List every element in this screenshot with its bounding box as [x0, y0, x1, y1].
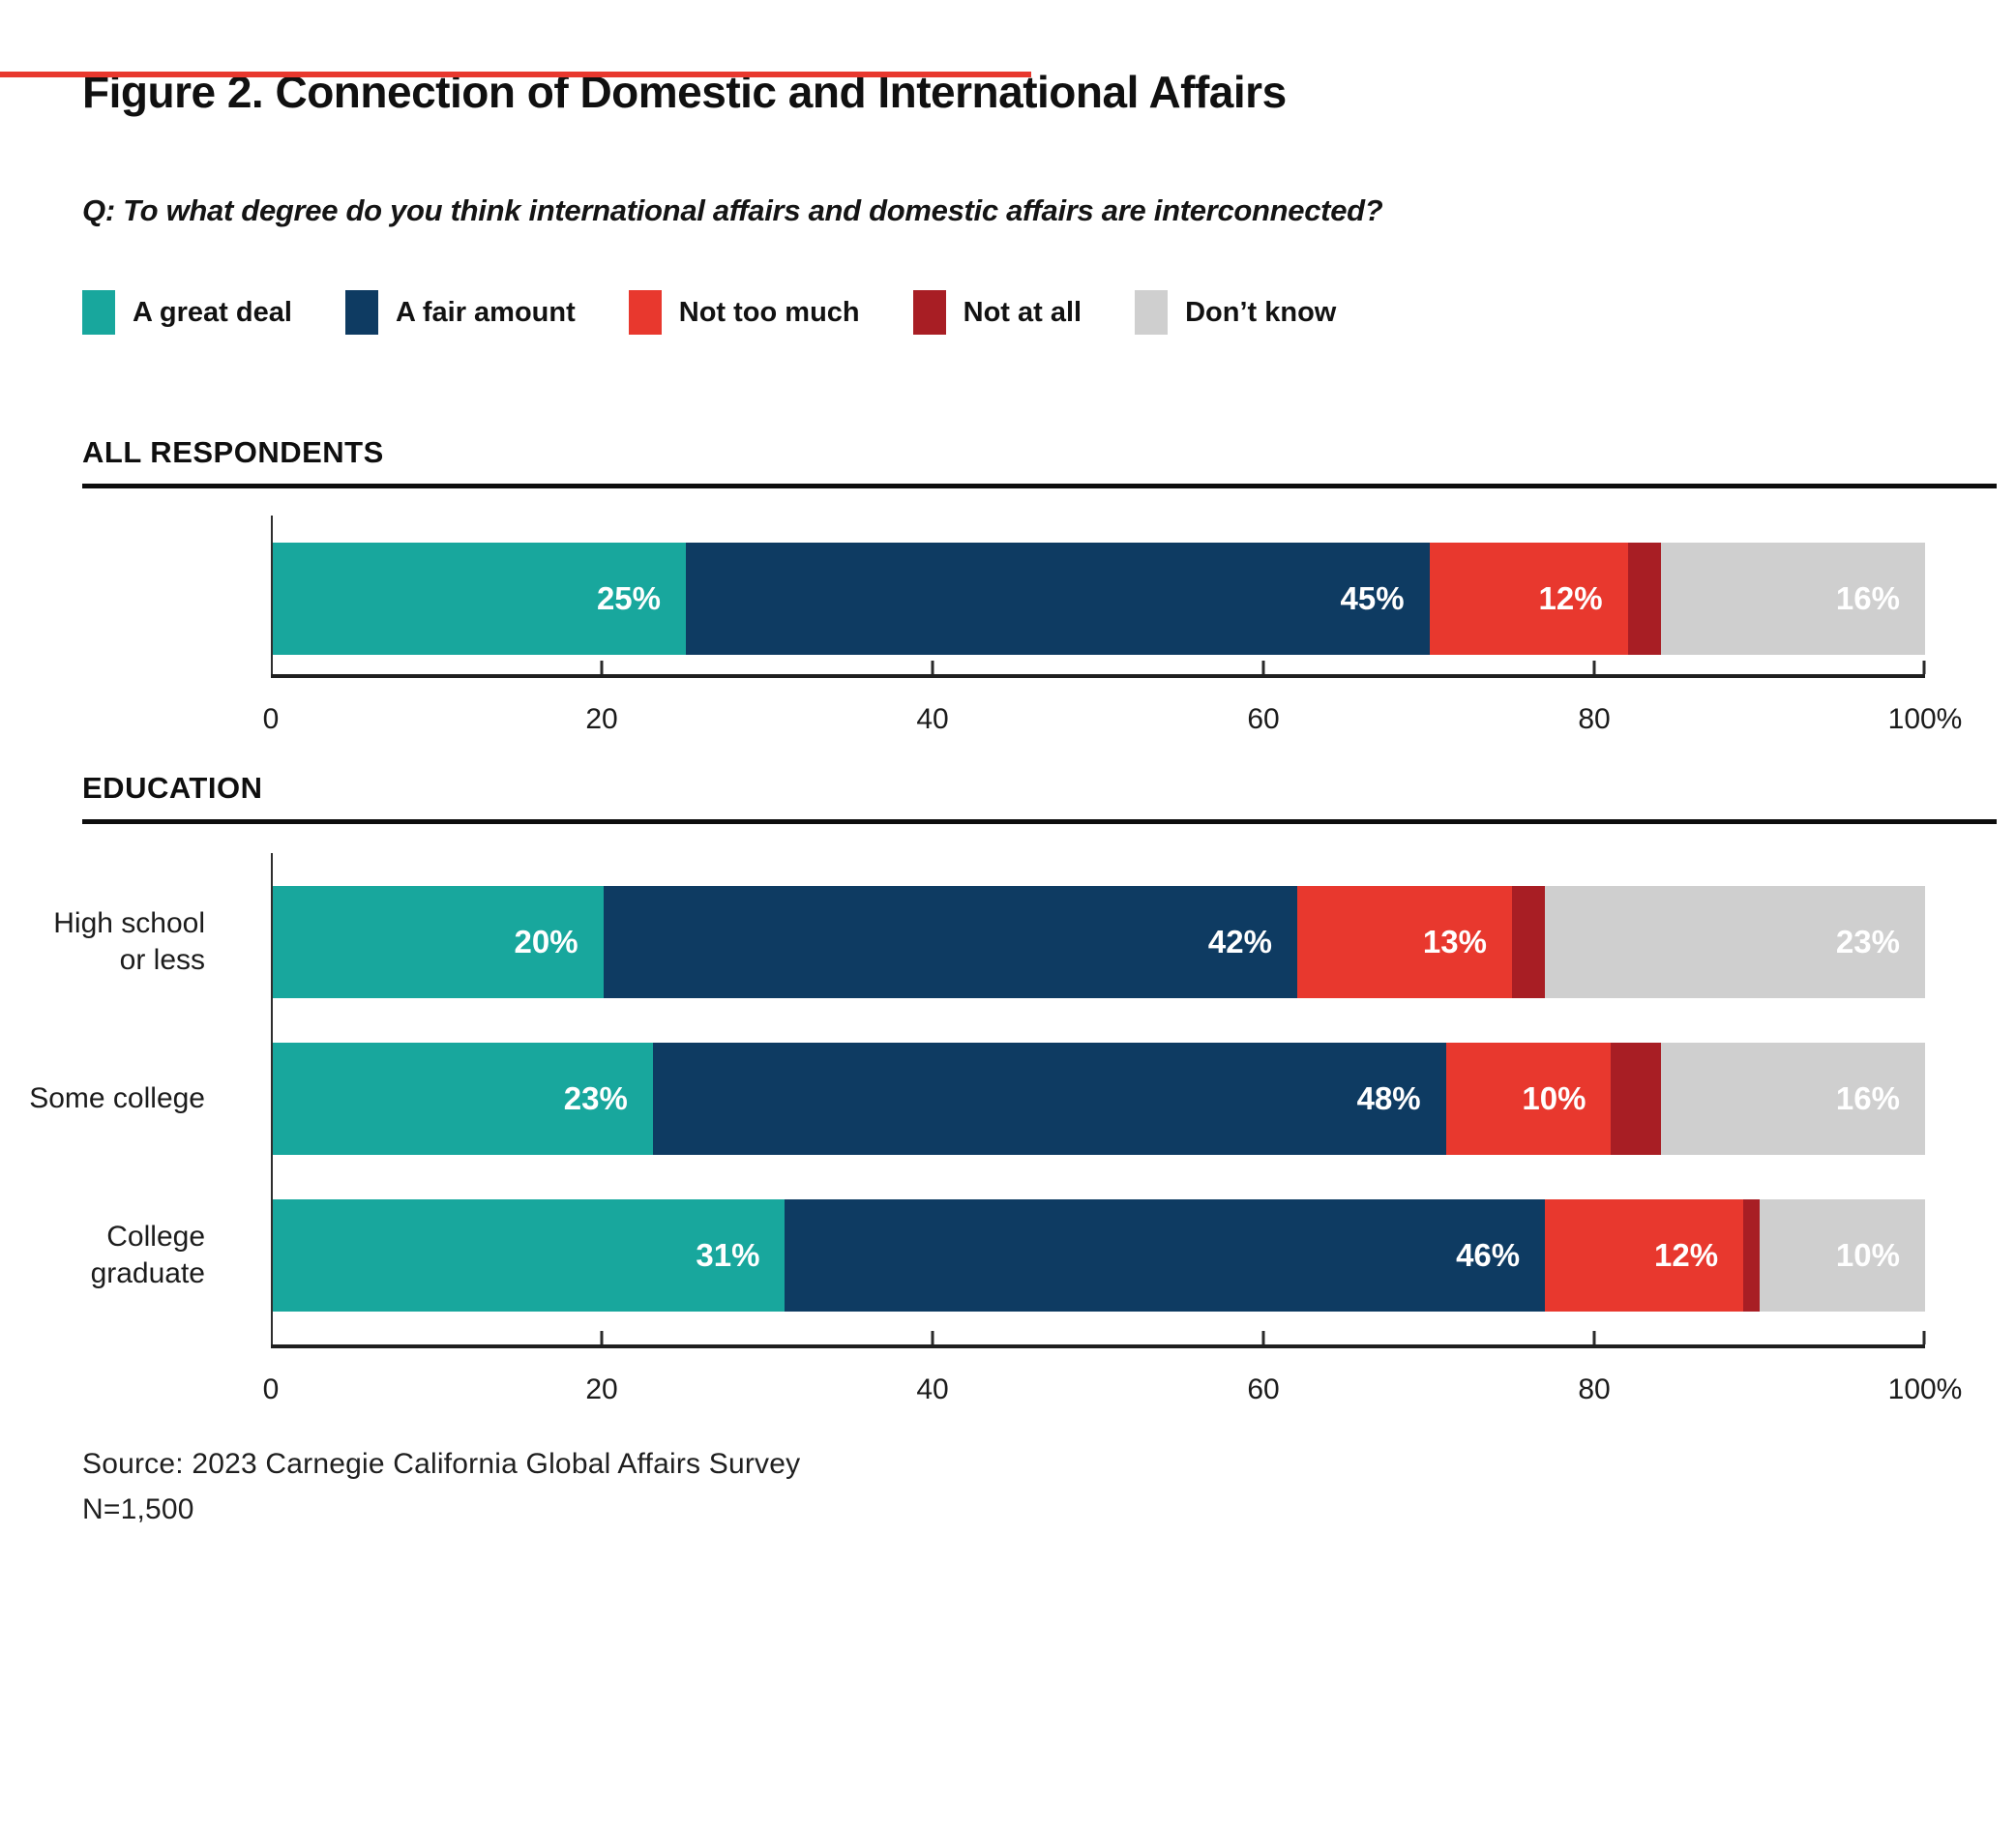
bar-segment-label: 16%	[1835, 1080, 1900, 1116]
bar-segment: 13%	[1296, 886, 1512, 998]
axis-tick	[1592, 1331, 1596, 1344]
bar-row: 25% 45% 12% 16%	[273, 543, 1925, 655]
axis-tick	[931, 1331, 934, 1344]
legend-swatch	[1135, 290, 1169, 335]
axis-tick	[1922, 661, 1926, 674]
bar-segment-label: 23%	[563, 1080, 628, 1116]
bar-segment: 23%	[1545, 886, 1925, 998]
legend: A great deal A fair amount Not too much Not…	[82, 290, 1977, 335]
source-note: Source: 2023 Carnegie California Global …	[82, 1441, 1977, 1532]
survey-question: Q: To what degree do you think internati…	[82, 193, 1383, 227]
bar-row: Some college 23% 48% 10% 16%	[29, 1043, 1925, 1155]
bar-segment-label: 12%	[1654, 1237, 1719, 1273]
bar-segment-label: 12%	[1538, 580, 1603, 616]
bar-segment	[1611, 1043, 1661, 1155]
bar-segment: 16%	[1660, 1043, 1925, 1155]
row-label: Some college	[29, 1082, 205, 1114]
figure-content: Figure 2. Connection of Domestic and Int…	[0, 66, 1997, 1532]
bar-segment: 12%	[1429, 543, 1628, 655]
bars-box: High school or less 20% 42% 13% 23% Some colle…	[29, 853, 1925, 1344]
axis-tick-label: 80	[1578, 1373, 1611, 1405]
legend-swatch	[912, 290, 946, 335]
bar-segment	[1511, 886, 1546, 998]
axis-tick	[1922, 1331, 1926, 1344]
axis-tick	[931, 661, 934, 674]
bar-segment-label: 20%	[514, 924, 578, 959]
bar-row: High school or less 20% 42% 13% 23%	[53, 886, 1925, 998]
bar-segment: 42%	[603, 886, 1297, 998]
bar-segment-label: 46%	[1456, 1237, 1521, 1273]
axis-tick-label: 0	[262, 1373, 280, 1405]
source-text: Source: 2023 Carnegie California Global …	[82, 1448, 801, 1480]
bar-segment: 23%	[273, 1043, 653, 1155]
axis-tick	[1261, 1331, 1265, 1344]
legend-swatch	[628, 290, 662, 335]
sample-size-text: N=1,500	[82, 1493, 194, 1525]
axis-tick	[1261, 661, 1265, 674]
legend-item: Not at all	[912, 290, 1082, 335]
accent-top-line	[0, 72, 1031, 77]
section-rule	[82, 484, 1997, 488]
axis-tick-label: 0	[262, 703, 280, 735]
legend-label: A fair amount	[395, 296, 576, 328]
axis-tick-label: 100%	[1887, 703, 1963, 735]
bar-segment: 25%	[273, 543, 686, 655]
legend-label: Don’t know	[1185, 296, 1337, 328]
axis-tick-label: 60	[1247, 703, 1280, 735]
legend-label: Not at all	[963, 296, 1082, 328]
bar-segment-label: 42%	[1207, 924, 1272, 959]
section-rule	[82, 819, 1997, 824]
legend-item: A fair amount	[344, 290, 576, 335]
bar-segment-label: 45%	[1340, 580, 1405, 616]
bar-segment-label: 10%	[1522, 1080, 1586, 1116]
legend-swatch	[344, 290, 378, 335]
bars-box: 25% 45% 12% 16%	[271, 516, 1925, 674]
axis-tick-label: 40	[916, 1373, 949, 1405]
axis-tick-label: 20	[585, 1373, 618, 1405]
bar-segment-label: 48%	[1356, 1080, 1421, 1116]
bar-segment: 45%	[686, 543, 1430, 655]
bar-segment: 46%	[785, 1199, 1546, 1312]
section-title-education: EDUCATION	[82, 771, 263, 805]
bar-segment: 20%	[273, 886, 604, 998]
legend-item: Not too much	[628, 290, 860, 335]
bar-segment	[1743, 1199, 1761, 1312]
section-title-all-respondents: ALL RESPONDENTS	[82, 435, 384, 469]
bar-segment-label: 31%	[696, 1237, 760, 1273]
bar-segment-label: 16%	[1835, 580, 1900, 616]
bar-row: College graduate 31% 46% 12% 10%	[91, 1199, 1925, 1312]
axis-tick	[600, 661, 604, 674]
legend-label: Not too much	[678, 296, 860, 328]
legend-swatch	[82, 290, 115, 335]
axis-tick-label: 40	[916, 703, 949, 735]
legend-label: A great deal	[133, 296, 292, 328]
legend-item: Don’t know	[1135, 290, 1336, 335]
bar-segment-label: 10%	[1835, 1237, 1900, 1273]
axis-tick	[600, 1331, 604, 1344]
axis-tick-label: 100%	[1887, 1373, 1963, 1405]
bar-segment: 10%	[1760, 1199, 1925, 1312]
bar-segment	[1627, 543, 1661, 655]
bar-segment: 31%	[273, 1199, 786, 1312]
bar-segment-label: 25%	[596, 580, 661, 616]
bar-segment: 48%	[652, 1043, 1446, 1155]
bar-segment: 16%	[1660, 543, 1925, 655]
axis-tick-label: 80	[1578, 703, 1611, 735]
x-axis-line: 0 20 40 60 80 100%	[263, 661, 1962, 735]
axis-tick-label: 20	[585, 703, 618, 735]
axis-tick	[1592, 661, 1596, 674]
legend-item: A great deal	[82, 290, 292, 335]
chart-all-respondents: 25% 45% 12% 16% 0 20 40 60 80 100%	[263, 516, 1962, 735]
bar-segment: 10%	[1445, 1043, 1612, 1155]
bar-segment-label: 23%	[1835, 924, 1900, 959]
axis-tick-label: 60	[1247, 1373, 1280, 1405]
x-axis-line: 0 20 40 60 80 100%	[263, 1331, 1962, 1405]
bar-segment: 12%	[1545, 1199, 1744, 1312]
row-label: High school or less	[53, 907, 205, 976]
row-label: College graduate	[90, 1221, 205, 1289]
chart-education: High school or less 20% 42% 13% 23% Some colle…	[29, 853, 1962, 1405]
bar-segment-label: 13%	[1422, 924, 1487, 959]
